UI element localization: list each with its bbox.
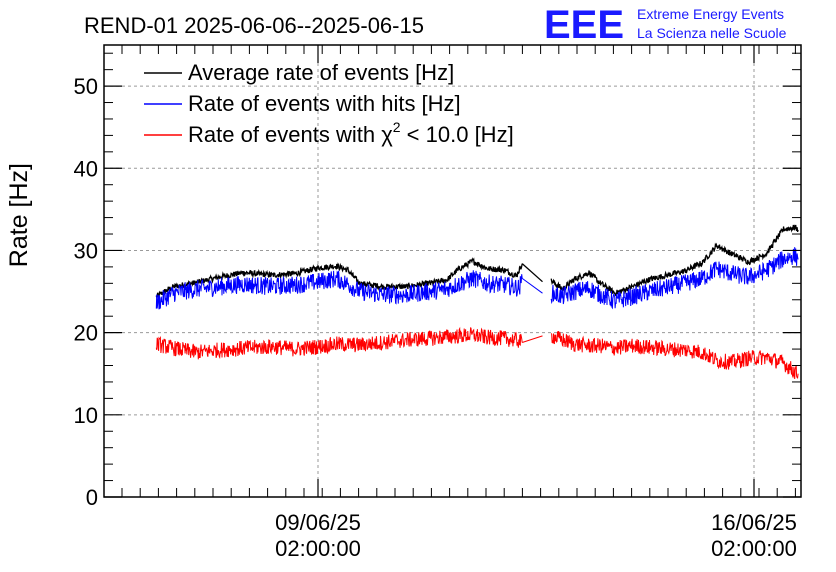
eee-logo: EEE Extreme Energy Events La Scienza nel… (544, 3, 787, 47)
y-tick-label: 50 (74, 74, 98, 99)
series-line-0-segment-2 (550, 224, 799, 297)
series-line-1-segment-0 (155, 270, 523, 310)
x-tick-label-time: 02:00:00 (711, 536, 797, 561)
legend-label-average: Average rate of events [Hz] (188, 60, 454, 85)
plot-frame (103, 44, 802, 498)
series-line-2-segment-0 (155, 326, 523, 360)
series-line-2-segment-2 (550, 331, 799, 380)
x-tick-label-time: 02:00:00 (275, 536, 361, 561)
y-tick-label: 10 (74, 403, 98, 428)
axes: 0102030405009/06/2502:00:0016/06/2502:00… (74, 44, 802, 561)
series-line-1-segment-2 (550, 247, 799, 310)
chart-title: REND-01 2025-06-06--2025-06-15 (84, 13, 424, 38)
series-group (155, 224, 799, 380)
y-tick-label: 20 (74, 321, 98, 346)
logo-line-1: Extreme Energy Events (637, 6, 784, 22)
legend: Average rate of events [Hz] Rate of even… (144, 60, 514, 147)
series-line-0-segment-1 (521, 263, 543, 283)
series-line-0-segment-0 (155, 257, 523, 298)
series-line-2-segment-1 (522, 335, 543, 343)
legend-label-chi2: Rate of events with χ2 < 10.0 [Hz] (188, 119, 514, 147)
series-line-1-segment-1 (521, 277, 543, 294)
y-tick-label: 40 (74, 156, 98, 181)
y-tick-label: 0 (86, 485, 98, 510)
legend-label-hits: Rate of events with hits [Hz] (188, 91, 461, 116)
x-tick-label-date: 09/06/25 (275, 510, 361, 535)
x-tick-label-date: 16/06/25 (711, 510, 797, 535)
logo-line-2: La Scienza nelle Scuole (637, 25, 787, 41)
logo-mark: EEE (544, 3, 624, 47)
y-tick-label: 30 (74, 238, 98, 263)
y-axis-label: Rate [Hz] (5, 163, 33, 267)
